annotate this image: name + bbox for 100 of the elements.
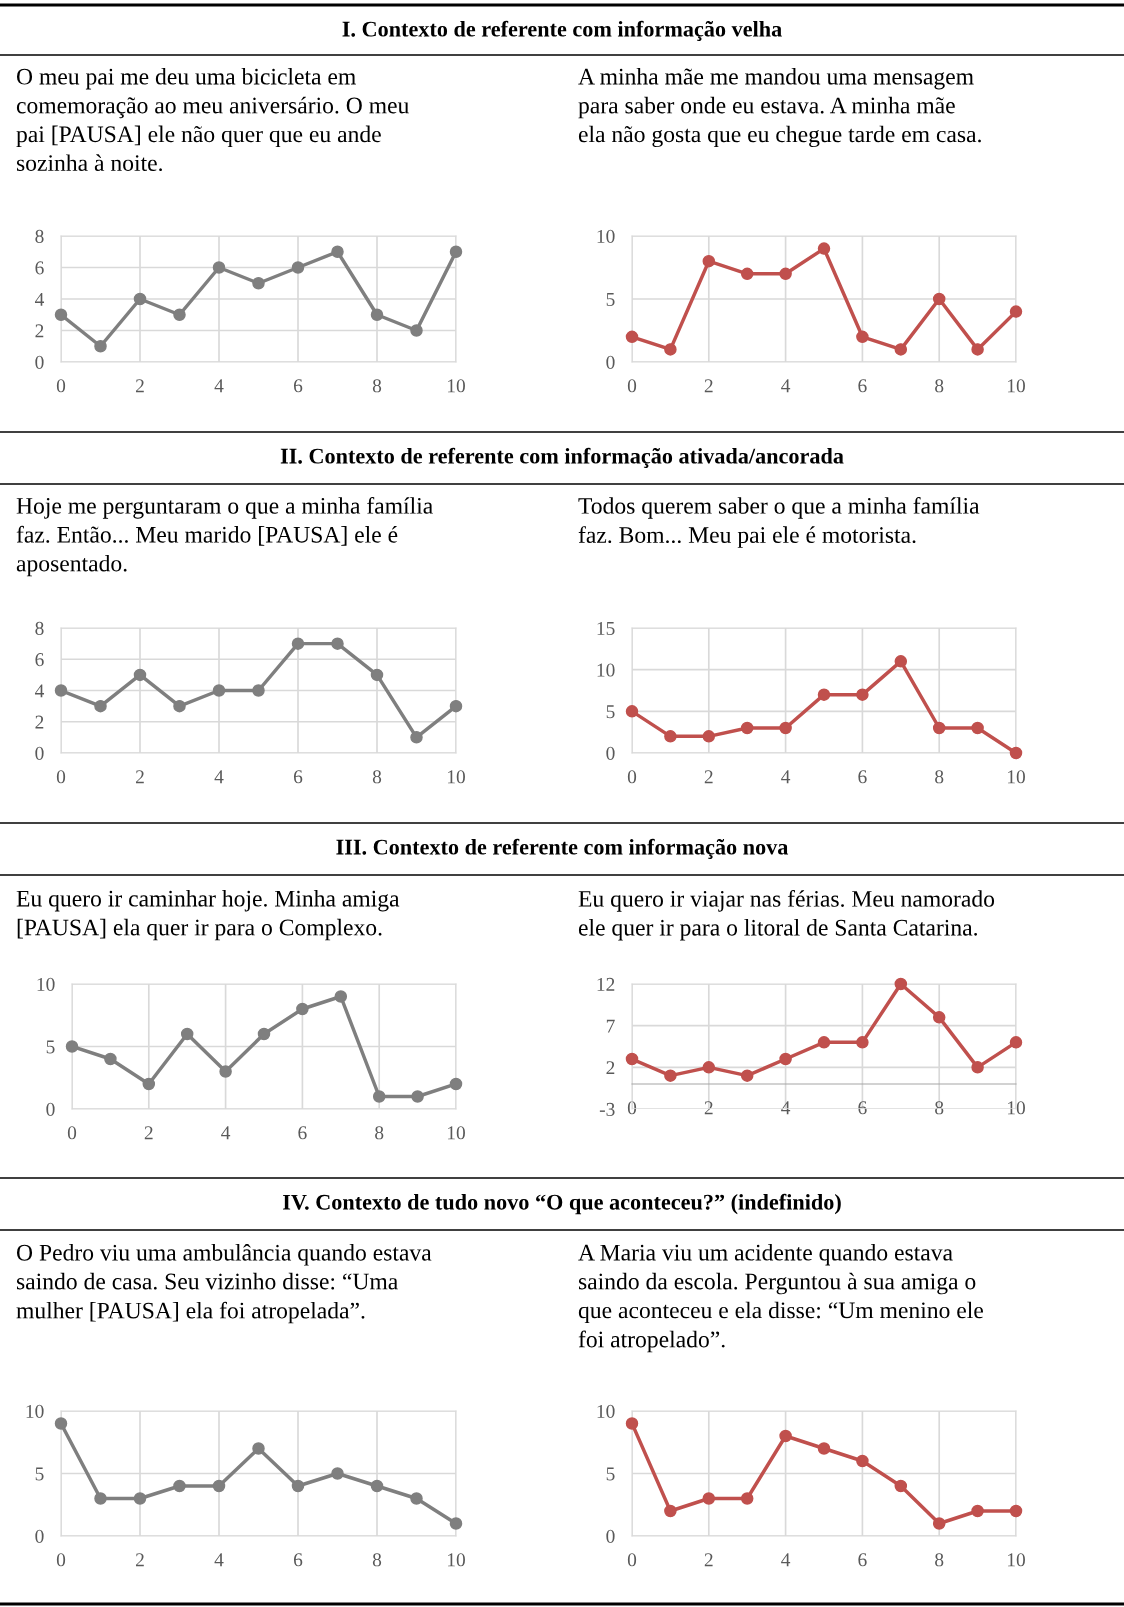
x-tick-label: 2 [704,1553,713,1567]
x-tick-label: 6 [858,1101,867,1115]
point [702,254,716,268]
x-tick-label: 8 [935,379,944,393]
point [932,721,946,735]
point [894,655,908,668]
chart-title: Hoje me perguntaram o que a minha família faz. Então... Meu marido [PAUSA] ele é aposentado. [16,497,433,577]
x-tick-label: 6 [858,1553,867,1567]
point [449,699,463,713]
y-tick-label: 8 [35,229,44,243]
point [817,242,831,255]
chart-title: Todos querem saber o que a minha família faz. Bom... Meu pai ele é motorista. [578,497,980,548]
y-tick-label: 4 [34,684,45,698]
point [142,1077,156,1091]
point [740,721,754,735]
point [296,1002,309,1016]
point [133,1492,147,1505]
point [702,730,716,743]
point [54,1417,68,1430]
point [133,292,147,306]
y-tick-label: 10 [597,1404,615,1418]
x-tick-label: 0 [67,1126,77,1140]
x-tick-label: 6 [293,379,303,393]
x-tick-label: 8 [372,770,382,784]
point [817,688,831,701]
point [257,1027,271,1041]
chart-title: O Pedro viu uma ambulância quando estava saindo de casa. Seu vizinho disse: “Uma mulher [PAUSA] ela foi atropelada”. [16,1244,432,1324]
x-tick-label: 6 [293,770,303,784]
x-tick-label: 10 [1007,1101,1025,1115]
chart-title: Eu quero ir viajar nas férias. Meu namorado ele quer ir para o litoral de Santa Catarina. [578,890,995,941]
point [410,1492,423,1505]
y-tick-label: 0 [35,746,44,760]
point [664,1504,677,1518]
x-tick-label: 0 [627,1553,637,1567]
x-tick-label: 2 [144,1126,153,1140]
x-tick-label: 4 [781,379,791,393]
point [702,1492,716,1505]
point [219,1065,232,1078]
text: I. Contexto de referente com informação velha [342,20,782,41]
point [370,668,384,682]
x-tick-label: 8 [935,1101,944,1115]
x-tick-label: 0 [627,770,637,784]
point [779,1052,792,1066]
x-tick-label: 6 [293,1553,303,1567]
x-tick-label: 2 [135,770,144,784]
x-tick-label: 2 [704,770,713,784]
x-tick-label: 10 [1007,379,1025,393]
y-tick-label: 5 [606,1467,615,1481]
y-tick-label: 10 [597,663,615,677]
point [370,308,384,322]
y-tick-label: 4 [34,292,45,306]
y-tick-label: 5 [606,705,615,719]
y-tick-label: 5 [606,293,615,306]
point [54,684,68,697]
x-tick-label: 2 [704,1101,713,1115]
point [252,1442,265,1455]
x-tick-label: 6 [858,770,867,784]
point [372,1090,386,1103]
point [449,1077,463,1091]
point [370,1479,384,1493]
point [173,1479,186,1493]
point [1009,305,1023,318]
x-tick-label: 10 [447,770,465,784]
point [180,1027,194,1041]
x-tick-label: 4 [214,1553,224,1567]
y-tick-label: 8 [35,621,44,635]
x-tick-label: 4 [214,379,224,393]
point [331,637,344,650]
y-tick-label: 7 [606,1019,615,1033]
point [894,343,908,356]
point [625,1417,639,1430]
y-tick-label: 15 [597,621,615,635]
y-tick-label: 10 [26,1404,44,1418]
y-tick-label: 5 [46,1040,55,1054]
y-tick-label: 0 [606,355,615,369]
point [133,668,147,682]
point [212,684,226,697]
point [173,308,186,322]
chart-title: A Maria viu um acidente quando estava saindo da escola. Perguntou à sua amiga o que aconteceu e ela disse: “Um menino ele foi atropelado”. [578,1244,983,1353]
x-tick-label: 8 [375,1126,384,1140]
chart-title: Eu quero ir caminhar hoje. Minha amiga [PAUSA] ela quer ir para o Complexo. [16,890,400,941]
point [856,330,869,344]
point [65,1040,79,1053]
point [449,1517,463,1530]
point [173,699,186,713]
x-tick-label: 2 [135,1553,144,1567]
point [664,1069,677,1082]
point [894,977,908,991]
point [410,324,423,337]
point [1009,1504,1023,1518]
point [856,1036,869,1049]
point [252,276,265,290]
y-tick-label: 5 [35,1467,44,1481]
point [625,1052,639,1066]
point [104,1052,117,1066]
x-tick-label: 8 [935,770,944,784]
y-tick-label: 10 [597,229,615,243]
x-tick-label: 0 [56,379,66,393]
y-tick-label: -3 [599,1102,615,1116]
x-tick-label: 6 [298,1126,307,1140]
